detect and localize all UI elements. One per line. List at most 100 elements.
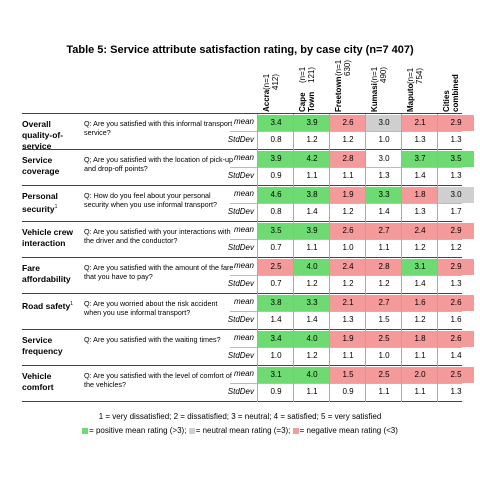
mean-cell: 2.7: [366, 295, 402, 311]
mean-cell: 2.5: [438, 367, 474, 383]
column-divider: [329, 114, 330, 402]
mean-cell: 4.0: [294, 331, 330, 347]
mean-cell: 1.9: [330, 187, 366, 203]
std-cell: 1.2: [414, 243, 426, 252]
std-cell: 1.3: [450, 171, 462, 180]
stat-label-mean: mean: [233, 369, 254, 378]
question-text: Q: Are you worried about the risk accide…: [84, 299, 218, 317]
std-cell: 1.0: [378, 135, 390, 144]
column-header-2: Freetown (n=1 630): [334, 60, 362, 112]
mean-cell: 4.0: [294, 367, 330, 383]
stat-label-std: StdDev: [227, 135, 254, 144]
std-cell: 1.1: [306, 243, 318, 252]
mean-cell: 3.0: [438, 187, 474, 203]
std-cell: 1.1: [414, 351, 426, 360]
attribute-label: Service coverage: [22, 155, 80, 177]
std-cell: 1.6: [450, 315, 462, 324]
mean-cell: 1.5: [330, 367, 366, 383]
mean-cell: 2.5: [366, 367, 402, 383]
mean-cell: 3.0: [366, 115, 402, 131]
column-divider: [365, 114, 366, 402]
std-cell: 0.7: [270, 279, 282, 288]
column-header-3: Kumasi (n=1 490): [370, 60, 398, 112]
mean-cell: 2.6: [330, 115, 366, 131]
column-divider: [257, 114, 258, 402]
mean-cell: 3.1: [258, 367, 294, 383]
positive-swatch-icon: [82, 427, 89, 434]
mean-cell: 2.7: [366, 223, 402, 239]
stat-label-std: StdDev: [227, 279, 254, 288]
mean-cell: 2.1: [402, 115, 438, 131]
neutral-swatch-icon: [188, 427, 195, 434]
column-city: Cities combined: [442, 74, 460, 112]
std-cell: 1.4: [306, 207, 318, 216]
question-text: Q: How do you feel about your personal s…: [84, 191, 218, 209]
std-cell: 1.4: [414, 171, 426, 180]
mean-cell: 3.4: [258, 331, 294, 347]
question-text: Q: Are you satisfied with your interacti…: [84, 227, 231, 245]
attribute-label: Fare affordability: [22, 263, 80, 285]
std-cell: 1.2: [306, 135, 318, 144]
row-mid-rule: [230, 383, 462, 384]
mean-cell: 3.0: [378, 154, 390, 163]
mean-cell: 2.6: [330, 223, 366, 239]
stat-label-std: StdDev: [227, 351, 254, 360]
attribute-label: Road safety1: [22, 299, 80, 312]
std-cell: 1.1: [306, 171, 318, 180]
std-cell: 1.1: [342, 171, 354, 180]
std-cell: 0.9: [270, 387, 282, 396]
stat-label-std: StdDev: [227, 387, 254, 396]
std-cell: 1.3: [450, 279, 462, 288]
row-mid-rule: [230, 311, 462, 312]
std-cell: 1.1: [306, 387, 318, 396]
legend-negative: = negative mean rating (<3): [299, 426, 398, 435]
table-top-rule: [22, 113, 462, 114]
scale-note: 1 = very dissatisfied; 2 = dissatisfied;…: [98, 412, 382, 421]
mean-cell: 2.4: [402, 223, 438, 239]
legend-positive: = positive mean rating (>3);: [89, 426, 187, 435]
mean-cell: 2.8: [366, 259, 402, 275]
attribute-text: Overall quality-of-service: [22, 119, 64, 151]
column-divider: [437, 114, 438, 402]
mean-cell: 4.0: [294, 259, 330, 275]
std-cell: 1.5: [378, 315, 390, 324]
question-text: Q: Are you satisfied with the level of c…: [84, 371, 232, 389]
std-cell: 1.1: [414, 387, 426, 396]
mean-cell: 3.9: [294, 223, 330, 239]
column-sample-size: (n=1 754): [406, 67, 424, 84]
mean-cell: 2.5: [366, 331, 402, 347]
mean-cell: 1.6: [402, 295, 438, 311]
mean-cell: 3.8: [294, 187, 330, 203]
row-mid-rule: [230, 239, 462, 240]
row-separator: [22, 185, 462, 186]
column-sample-size: (n=1 630): [334, 60, 352, 77]
mean-cell: 2.5: [258, 259, 294, 275]
attribute-label: Personal security1: [22, 191, 80, 215]
column-city: Accra: [262, 89, 271, 112]
mean-cell: 3.3: [294, 295, 330, 311]
attribute-text: Vehicle crew interaction: [22, 227, 74, 248]
std-cell: 0.8: [270, 207, 282, 216]
row-mid-rule: [230, 167, 462, 168]
std-cell: 1.2: [306, 351, 318, 360]
row-separator: [22, 149, 462, 150]
mean-cell: 3.9: [258, 151, 294, 167]
negative-swatch-icon: [292, 427, 299, 434]
std-cell: 1.3: [414, 135, 426, 144]
attribute-footnote: 1: [54, 204, 58, 210]
mean-cell: 1.8: [402, 187, 438, 203]
std-cell: 1.4: [306, 315, 318, 324]
std-cell: 1.3: [378, 171, 390, 180]
stat-label-mean: mean: [233, 153, 254, 162]
std-cell: 1.2: [450, 243, 462, 252]
std-cell: 1.1: [342, 351, 354, 360]
question-text: Q: Are you satisfied with the waiting ti…: [84, 335, 221, 344]
mean-cell: 2.9: [438, 115, 474, 131]
mean-cell: 2.4: [330, 259, 366, 275]
question-text: Q: Are you satisfied with this informal …: [84, 119, 233, 137]
attribute-text: Road safety: [22, 300, 71, 311]
column-header-4: Maputo (n=1 754): [406, 60, 434, 112]
attribute-label: Service frequency: [22, 335, 80, 357]
row-separator: [22, 329, 462, 330]
mean-cell: 3.4: [258, 115, 294, 131]
